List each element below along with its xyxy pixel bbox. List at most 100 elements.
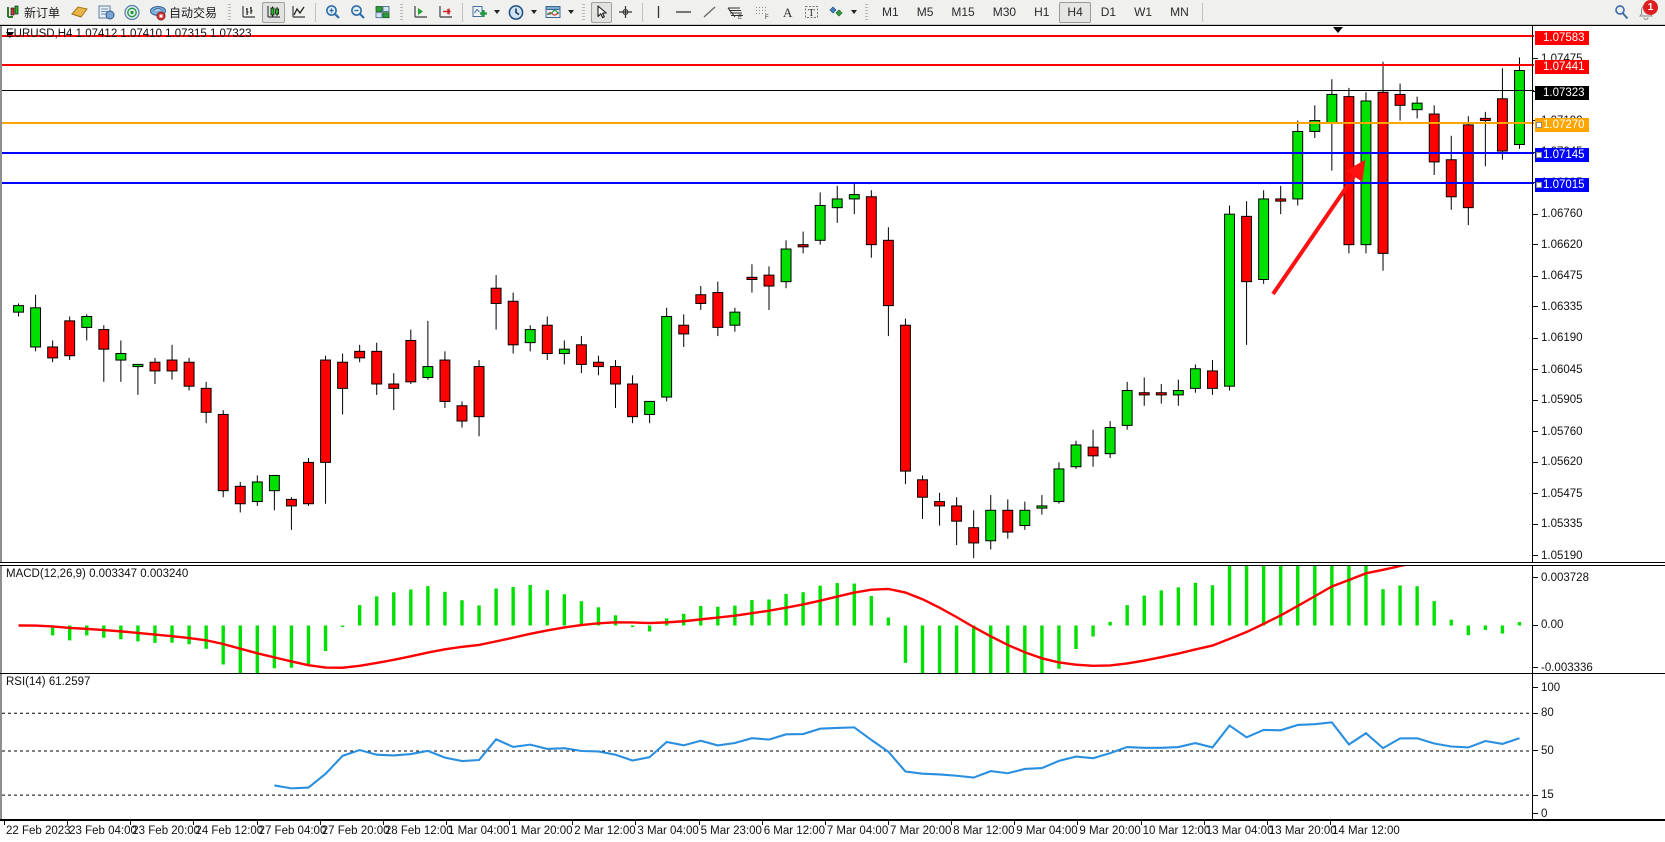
resistance-line-2[interactable] — [2, 64, 1534, 66]
time-tick — [698, 821, 700, 825]
level-handle-icon[interactable] — [1536, 122, 1542, 128]
toolbar-grip-2[interactable] — [398, 2, 406, 22]
toolbar-grip[interactable] — [226, 2, 234, 22]
zoom-in-icon[interactable] — [321, 2, 344, 23]
time-tick — [1203, 821, 1205, 825]
indicators-icon[interactable] — [468, 2, 491, 23]
terminal-icon[interactable] — [67, 2, 92, 23]
level-handle-icon[interactable] — [1536, 152, 1542, 158]
rsi-plot[interactable] — [2, 674, 1665, 819]
new-order-button[interactable]: 新订单 — [3, 2, 65, 23]
time-axis[interactable]: 22 Feb 2023 23 Feb 04:00 23 Feb 20:00 24 Fe… — [0, 820, 1665, 842]
time-axis-label: 2 Mar 12:00 — [574, 825, 636, 837]
templates-icon[interactable] — [541, 2, 565, 23]
price-tag-support[interactable]: 1.07145 — [1535, 148, 1589, 162]
timeframe-h1[interactable]: H1 — [1034, 5, 1050, 19]
timeframe-m15[interactable]: M15 — [951, 5, 975, 19]
time-tick — [446, 821, 447, 825]
time-axis-label: 1 Mar 20:00 — [511, 825, 573, 837]
notifications-icon[interactable]: 1 — [1635, 0, 1658, 23]
tile-windows-icon[interactable] — [371, 2, 394, 23]
time-tick — [1014, 821, 1016, 825]
price-tag-value: 1.07441 — [1543, 61, 1585, 73]
rsi-tick: 50 — [1533, 745, 1554, 757]
templates-dropdown-caret[interactable] — [566, 2, 575, 23]
macd-tick: 0.00 — [1533, 619, 1563, 631]
toolbar-grip-3[interactable] — [580, 2, 588, 22]
cursor-icon[interactable] — [591, 1, 613, 23]
support-line-2[interactable] — [2, 182, 1534, 184]
data-window-icon[interactable] — [94, 2, 118, 23]
price-tag-resistance[interactable]: 1.07441 — [1535, 60, 1589, 74]
price-pane[interactable]: EURUSD,H4 1.07412 1.07410 1.07315 1.0732… — [0, 25, 1665, 563]
channel-icon[interactable]: F — [750, 2, 775, 23]
time-axis-label: 7 Mar 04:00 — [826, 825, 889, 837]
time-tick — [761, 821, 763, 825]
price-tick: 1.06620 — [1533, 239, 1583, 251]
time-axis-label: 24 Feb 12:00 — [195, 825, 264, 837]
price-tag-support[interactable]: 1.07015 — [1535, 178, 1589, 192]
toolbar-separator-2 — [462, 2, 464, 22]
macd-pane[interactable]: MACD(12,26,9) 0.003347 0.003240 0.003728… — [0, 565, 1665, 675]
time-tick — [1077, 821, 1079, 825]
time-tick — [824, 821, 826, 825]
vertical-line-icon[interactable] — [648, 2, 669, 23]
shapes-icon[interactable] — [825, 2, 848, 23]
horizontal-line-icon[interactable] — [671, 2, 696, 23]
time-tick — [951, 821, 953, 825]
time-tick — [382, 821, 384, 825]
timeframe-mn[interactable]: MN — [1170, 5, 1189, 19]
text-label-icon[interactable]: T — [800, 2, 823, 23]
time-axis-label: 8 Mar 12:00 — [953, 825, 1015, 837]
shift-end-icon[interactable] — [409, 2, 432, 23]
price-tag-pivot[interactable]: 1.07270 — [1535, 118, 1589, 132]
rsi-scale[interactable]: 100 80 50 15 0 — [1533, 674, 1665, 820]
shapes-dropdown-caret[interactable] — [849, 2, 858, 23]
rsi-pane[interactable]: RSI(14) 61.2597 100 80 50 15 0 — [0, 673, 1665, 820]
resistance-line-1[interactable] — [2, 35, 1534, 37]
zoom-out-icon[interactable] — [346, 2, 369, 23]
navigator-icon[interactable] — [120, 2, 144, 23]
period-icon[interactable] — [504, 2, 528, 23]
rsi-tick: 15 — [1533, 789, 1554, 801]
rsi-series — [2, 712, 1534, 796]
bar-chart-icon[interactable] — [237, 2, 260, 23]
time-axis-label: 13 Mar 04:00 — [1205, 825, 1274, 837]
timeframe-m1[interactable]: M1 — [882, 5, 899, 19]
price-plot[interactable] — [2, 26, 1665, 562]
fibonacci-icon[interactable]: E — [723, 2, 748, 23]
timeframe-d1[interactable]: D1 — [1100, 5, 1117, 19]
candlestick-chart-icon[interactable] — [262, 1, 286, 23]
price-tag-resistance[interactable]: 1.07583 — [1535, 31, 1589, 45]
indicators-dropdown-caret[interactable] — [492, 2, 501, 23]
line-chart-icon[interactable] — [287, 2, 310, 23]
macd-plot[interactable] — [2, 566, 1665, 674]
price-tag-current-price[interactable]: 1.07323 — [1535, 86, 1589, 100]
pane-collapse-arrow-icon[interactable] — [1333, 27, 1343, 33]
text-icon[interactable]: A — [777, 2, 798, 23]
trendline-icon[interactable] — [698, 2, 721, 23]
macd-scale[interactable]: 0.003728 0.00 -0.003336 — [1533, 566, 1665, 674]
chart-area[interactable]: EURUSD,H4 1.07412 1.07410 1.07315 1.0732… — [0, 25, 1665, 842]
crosshair-icon[interactable] — [614, 2, 637, 23]
time-axis-label: 27 Feb 20:00 — [321, 825, 390, 837]
timeframe-w1[interactable]: W1 — [1134, 5, 1153, 19]
time-tick — [130, 821, 132, 825]
time-tick — [572, 821, 574, 825]
timeframe-h4[interactable]: H4 — [1059, 1, 1091, 23]
auto-scroll-icon[interactable] — [434, 2, 457, 23]
toolbar-grip-4[interactable] — [863, 2, 871, 22]
period-dropdown-caret[interactable] — [529, 2, 538, 23]
timeframe-m30[interactable]: M30 — [992, 5, 1017, 19]
support-line-1[interactable] — [2, 152, 1534, 154]
svg-text:A: A — [783, 5, 793, 20]
pivot-line[interactable] — [2, 122, 1534, 124]
timeframe-m5[interactable]: M5 — [916, 5, 934, 19]
time-axis-label: 22 Feb 2023 — [6, 825, 71, 837]
rsi-left-rail — [0, 674, 2, 819]
price-scale[interactable]: 1.074751.073231.071901.070451.069051.067… — [1533, 26, 1665, 562]
search-icon[interactable] — [1610, 2, 1634, 23]
auto-trading-icon[interactable]: 自动交易 — [146, 2, 222, 23]
level-handle-icon[interactable] — [1536, 182, 1542, 188]
time-axis-label: 9 Mar 20:00 — [1079, 825, 1141, 837]
